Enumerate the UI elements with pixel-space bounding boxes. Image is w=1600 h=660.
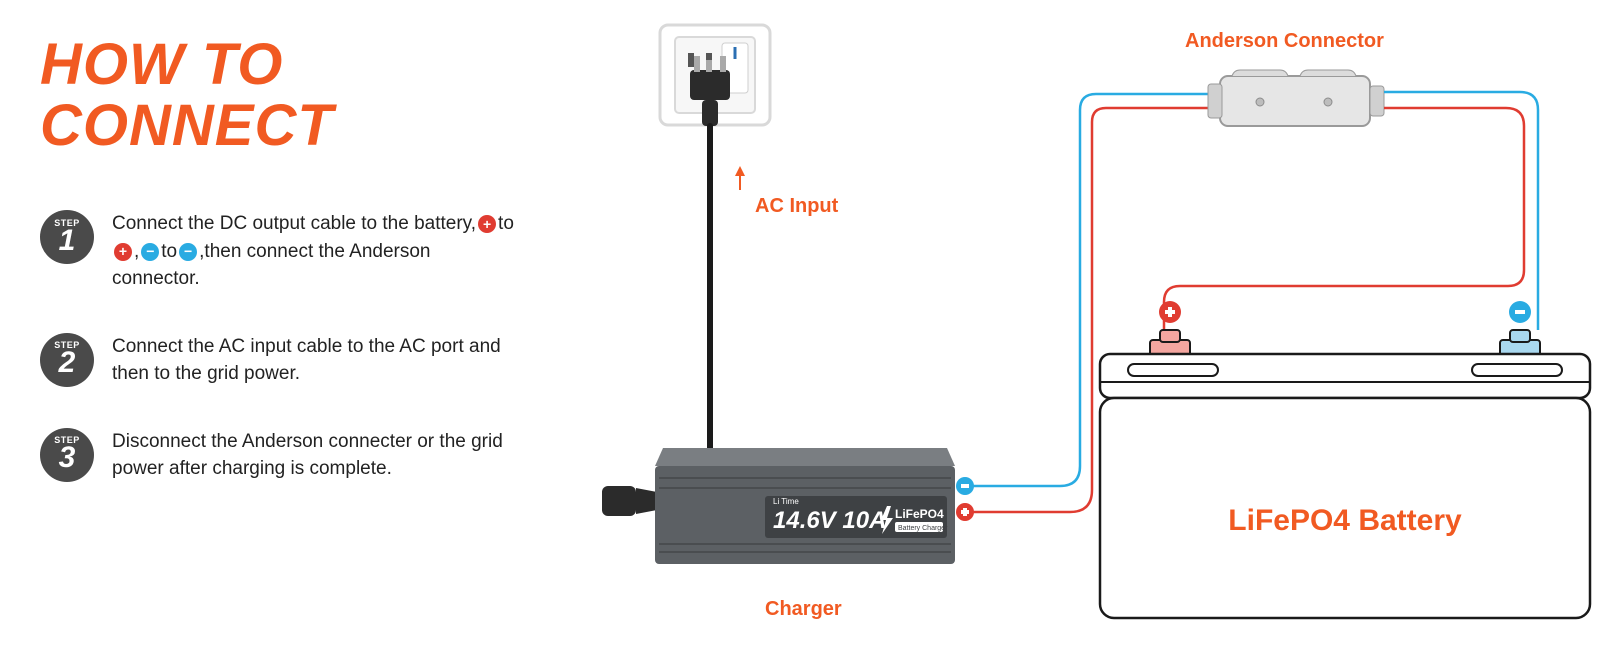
title-line1: HOW TO xyxy=(40,35,334,96)
connection-diagram: Li Time 14.6V 10A LiFePO4 Battery Charge… xyxy=(540,0,1600,655)
step-number: 3 xyxy=(59,443,76,473)
battery-label: LiFePO4 Battery xyxy=(1228,504,1462,537)
charger-brand: Li Time xyxy=(773,497,799,506)
step-2: STEP 2 Connect the AC input cable to the… xyxy=(40,333,520,388)
title-line2: CONNECT xyxy=(40,96,334,157)
ac-input-label: AC Input xyxy=(755,195,838,218)
step-text-3: Disconnect the Anderson connecter or the… xyxy=(112,428,520,483)
svg-text:Battery Charger: Battery Charger xyxy=(898,525,948,532)
anderson-connector-label: Anderson Connector xyxy=(1185,30,1384,53)
step-badge-2: STEP 2 xyxy=(40,333,94,387)
minus-icon: − xyxy=(141,243,159,261)
plus-icon: + xyxy=(478,215,496,233)
step-text-2: Connect the AC input cable to the AC por… xyxy=(112,333,520,388)
page-title: HOW TO CONNECT xyxy=(40,35,334,157)
ac-wire xyxy=(630,126,710,500)
pos-wire-connector-to-battery xyxy=(1164,108,1524,330)
step-1: STEP 1 Connect the DC output cable to th… xyxy=(40,210,520,293)
minus-icon: − xyxy=(179,243,197,261)
step-number: 1 xyxy=(59,226,76,256)
step-badge-1: STEP 1 xyxy=(40,210,94,264)
steps-list: STEP 1 Connect the DC output cable to th… xyxy=(40,210,520,523)
neg-wire-connector-to-battery xyxy=(1384,92,1538,330)
plus-icon: + xyxy=(114,243,132,261)
charger-icon: Li Time 14.6V 10A LiFePO4 Battery Charge… xyxy=(655,448,955,564)
step-text-1: Connect the DC output cable to the batte… xyxy=(112,210,520,293)
step-badge-3: STEP 3 xyxy=(40,428,94,482)
step-number: 2 xyxy=(59,348,76,378)
anderson-connector-icon xyxy=(1208,70,1384,126)
battery-icon: LiFePO4 Battery xyxy=(1100,301,1590,618)
svg-text:14.6V 10A: 14.6V 10A xyxy=(773,507,886,534)
svg-text:LiFePO4: LiFePO4 xyxy=(895,507,944,521)
ac-input-arrow-icon xyxy=(735,166,745,190)
charger-label: Charger xyxy=(765,598,842,621)
step-3: STEP 3 Disconnect the Anderson connecter… xyxy=(40,428,520,483)
